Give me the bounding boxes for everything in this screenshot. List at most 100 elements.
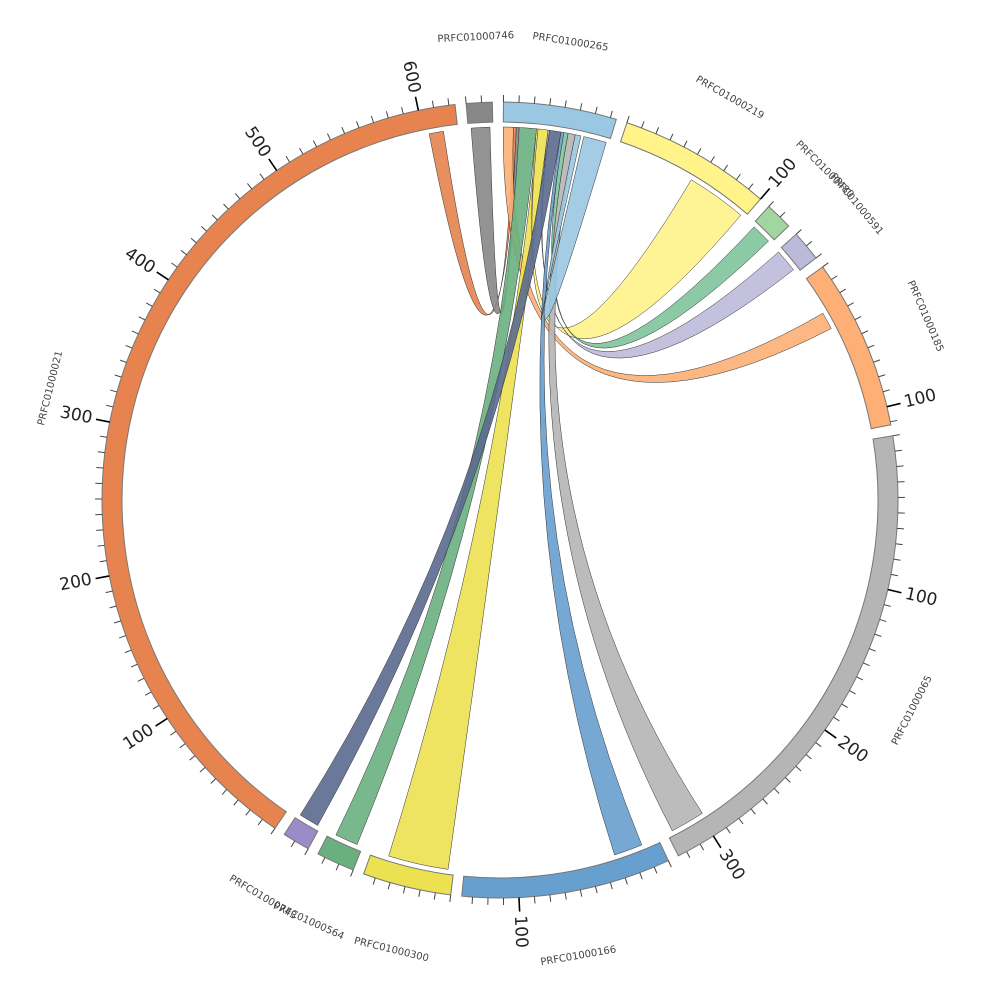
- minor-tick: [815, 253, 822, 259]
- minor-tick: [683, 140, 688, 148]
- minor-tick: [201, 226, 207, 232]
- minor-tick: [594, 886, 598, 894]
- minor-tick: [862, 662, 870, 667]
- major-tick: [268, 158, 278, 171]
- minor-tick: [138, 316, 146, 321]
- minor-tick: [822, 262, 829, 268]
- minor-tick: [833, 716, 840, 722]
- minor-tick: [533, 96, 536, 104]
- minor-tick: [233, 799, 239, 806]
- segment-prfc01000219[interactable]: [619, 122, 762, 215]
- minor-tick: [641, 121, 645, 129]
- minor-tick: [171, 262, 178, 268]
- major-tick: [155, 717, 168, 727]
- minor-tick: [867, 344, 875, 349]
- minor-tick: [609, 110, 613, 118]
- segment-prfc01000300[interactable]: [362, 854, 454, 896]
- minor-tick: [882, 389, 890, 393]
- minor-tick: [854, 316, 862, 321]
- segment-prfc01000265[interactable]: [502, 101, 617, 140]
- chord-prfc01000185-prfc01000265: [502, 126, 832, 383]
- minor-tick: [153, 288, 161, 294]
- minor-tick: [626, 115, 630, 123]
- minor-tick: [849, 690, 856, 695]
- minor-tick: [883, 604, 891, 607]
- minor-tick: [890, 573, 898, 577]
- minor-tick: [99, 560, 107, 563]
- minor-tick: [710, 156, 715, 163]
- minor-tick: [210, 778, 217, 784]
- minor-tick: [750, 808, 756, 815]
- minor-tick: [131, 330, 139, 335]
- minor-tick: [609, 882, 613, 890]
- minor-tick: [768, 200, 774, 207]
- minor-tick: [96, 529, 104, 531]
- minor-tick: [861, 330, 869, 335]
- minor-tick: [856, 676, 864, 681]
- tick-label: 200: [834, 732, 872, 767]
- segment-prfc01000743[interactable]: [283, 816, 319, 850]
- segment-prfc01000480[interactable]: [754, 205, 790, 241]
- minor-tick: [533, 896, 536, 904]
- segment-label: PRFC01000591: [828, 171, 885, 237]
- segment-prfc01000591[interactable]: [780, 233, 817, 271]
- minor-tick: [401, 107, 404, 115]
- segment-label: PRFC01000743: [227, 873, 298, 922]
- minor-tick: [725, 827, 731, 834]
- chord-prfc01000743-prfc01000265: [299, 130, 562, 826]
- minor-tick: [890, 419, 898, 423]
- chords-layer: [299, 126, 832, 870]
- tick-label: 600: [398, 59, 424, 95]
- minor-tick: [762, 798, 768, 805]
- minor-tick: [109, 605, 117, 609]
- segment-prfc01000185[interactable]: [805, 266, 892, 430]
- minor-tick: [873, 359, 881, 363]
- segment-label: PRFC01000265: [532, 31, 609, 54]
- minor-tick: [779, 211, 786, 218]
- tick-label: 100: [903, 584, 939, 611]
- minor-tick: [130, 663, 138, 668]
- minor-tick: [270, 828, 276, 835]
- minor-tick: [110, 389, 118, 393]
- major-tick: [518, 897, 521, 912]
- minor-tick: [145, 302, 153, 307]
- segment-prfc01000021[interactable]: [101, 103, 458, 829]
- minor-tick: [892, 434, 900, 437]
- minor-tick: [773, 788, 780, 794]
- minor-tick: [105, 590, 113, 594]
- minor-tick: [893, 558, 901, 561]
- minor-tick: [247, 183, 253, 190]
- tick-label: 100: [902, 385, 938, 412]
- tick-label: 500: [240, 123, 275, 161]
- minor-tick: [655, 127, 660, 134]
- tick-label: 300: [715, 846, 749, 884]
- tick-label: 100: [765, 154, 801, 192]
- minor-tick: [841, 703, 849, 709]
- major-tick: [887, 588, 902, 594]
- minor-tick: [699, 843, 705, 851]
- minor-tick: [152, 704, 160, 710]
- minor-tick: [839, 288, 846, 294]
- segment-label: PRFC01000219: [694, 74, 766, 122]
- segment-prfc01000166[interactable]: [461, 841, 669, 899]
- minor-tick: [896, 465, 904, 468]
- minor-tick: [815, 742, 822, 748]
- minor-tick: [686, 851, 691, 858]
- minor-tick: [669, 133, 674, 141]
- chord-prfc01000021-prfc01000265: [428, 126, 517, 316]
- minor-tick: [795, 229, 802, 235]
- minor-tick: [170, 730, 177, 736]
- minor-tick: [97, 544, 105, 547]
- minor-tick: [137, 677, 145, 682]
- minor-tick: [418, 889, 421, 897]
- segment-prfc01000564[interactable]: [317, 835, 362, 871]
- minor-tick: [805, 754, 812, 760]
- major-tick: [95, 418, 110, 423]
- minor-tick: [431, 100, 435, 108]
- segment-prfc01000065[interactable]: [668, 435, 899, 857]
- minor-tick: [639, 872, 643, 880]
- segment-prfc01000746[interactable]: [465, 101, 494, 124]
- minor-tick: [847, 302, 854, 307]
- minor-tick: [385, 111, 389, 119]
- minor-tick: [579, 103, 583, 111]
